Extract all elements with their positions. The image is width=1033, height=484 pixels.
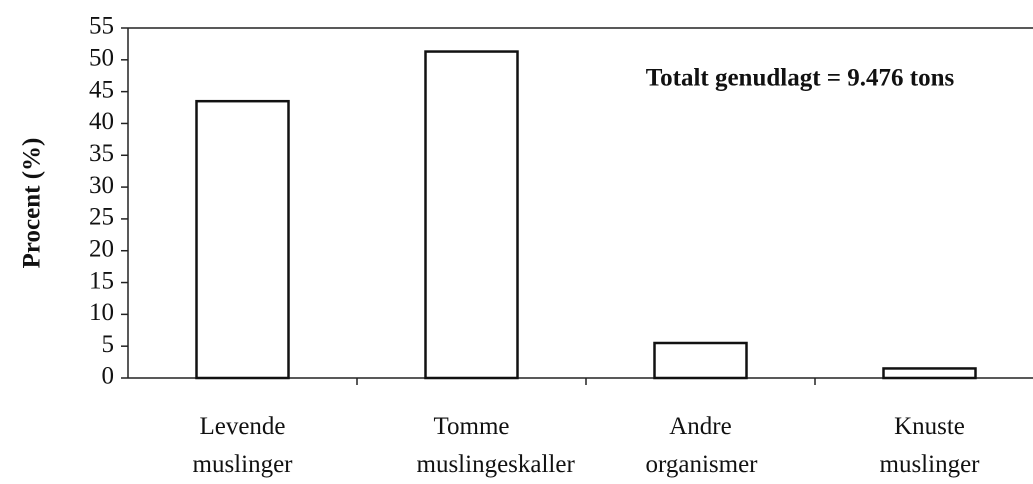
y-tick-label: 40 — [89, 108, 114, 135]
annotation: Totalt genudlagt = 9.476 tons — [646, 65, 955, 92]
x-tick-label: Knuste muslinger — [879, 413, 980, 478]
bar — [424, 50, 519, 380]
y-tick-label: 35 — [89, 140, 114, 167]
y-tick-label: 5 — [102, 331, 115, 358]
bar — [195, 99, 290, 380]
y-tick-label: 20 — [89, 235, 114, 262]
x-tick-label: Tomme muslingeskaller — [416, 413, 575, 478]
y-tick-label: 10 — [89, 299, 114, 326]
y-tick-label: 50 — [89, 45, 114, 72]
y-tick-label: 45 — [89, 76, 114, 103]
y-tick-label: 55 — [89, 13, 114, 40]
y-tick-label: 30 — [89, 172, 114, 199]
x-tick-label: Levende muslinger — [192, 413, 293, 478]
x-tick-label: Andre organismer — [645, 413, 758, 478]
y-tick-label: 25 — [89, 204, 114, 231]
y-tick-label: 0 — [102, 363, 115, 390]
bar — [653, 341, 748, 380]
y-tick-label: 15 — [89, 267, 114, 294]
y-axis-label: Procent (%) — [19, 138, 46, 269]
bar — [882, 367, 977, 380]
